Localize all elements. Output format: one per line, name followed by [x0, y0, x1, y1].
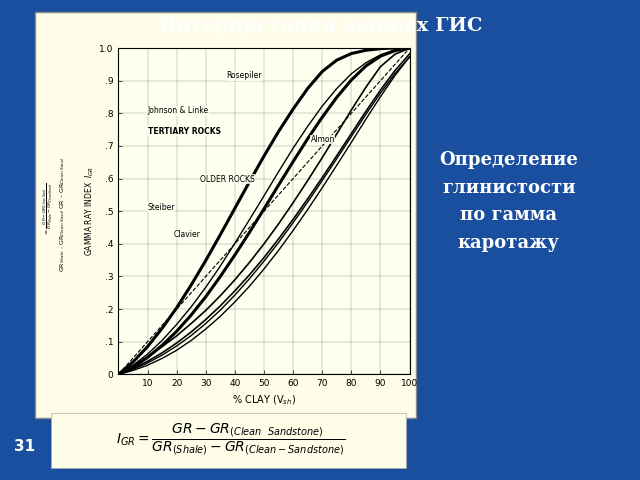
Y-axis label: GAMMA RAY INDEX  $I_{GR}$: GAMMA RAY INDEX $I_{GR}$ [84, 167, 97, 256]
Text: $= \frac{GR - GR_{Clean\,Sand}}{GR_{Shale} - GR_{Clean\,Sand}}$: $= \frac{GR - GR_{Clean\,Sand}}{GR_{Shal… [42, 182, 54, 236]
Text: Определение
глинистости
по гамма
каротажу: Определение глинистости по гамма каротаж… [440, 151, 578, 252]
Text: 31: 31 [14, 439, 35, 454]
Text: $I_{GR} = \dfrac{GR - GR_{(Clean\ \ Sandstone)}}{GR_{(Shale)} - GR_{(Clean-Sands: $I_{GR} = \dfrac{GR - GR_{(Clean\ \ Sand… [116, 422, 345, 458]
Text: TERTIARY ROCKS: TERTIARY ROCKS [148, 127, 221, 136]
X-axis label: % CLAY (V$_{sh}$): % CLAY (V$_{sh}$) [232, 394, 296, 408]
Text: Almon: Almon [310, 135, 335, 144]
Text: Rosepiler: Rosepiler [226, 71, 262, 80]
Text: Clavier: Clavier [173, 229, 200, 239]
Text: Steiber: Steiber [148, 203, 175, 212]
Text: OLDER ROCKS: OLDER ROCKS [200, 175, 255, 184]
Text: GR$_{Shale}$ · GR$_{Clean\ Sand}$: GR$_{Shale}$ · GR$_{Clean\ Sand}$ [58, 208, 67, 272]
Text: Интерпретация данных ГИС: Интерпретация данных ГИС [157, 17, 483, 35]
Text: Johnson & Linke: Johnson & Linke [148, 106, 209, 115]
Text: GR – GR$_{Clean\ Sand}$: GR – GR$_{Clean\ Sand}$ [58, 156, 67, 209]
